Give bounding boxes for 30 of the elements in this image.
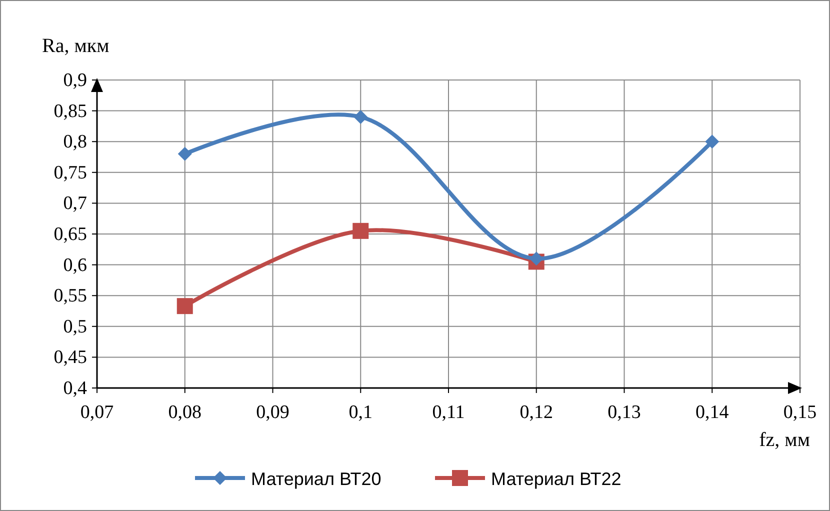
point xyxy=(529,252,544,266)
y-tick-label: 0,4 xyxy=(63,378,88,399)
x-tick-label: 0,11 xyxy=(432,402,465,423)
y-tick-label: 0,65 xyxy=(54,224,87,245)
y-tick-label: 0,85 xyxy=(54,100,87,122)
x-axis-title: fz, мм xyxy=(759,429,810,451)
point xyxy=(352,222,369,239)
y-tick-label: 0,8 xyxy=(63,132,87,153)
y-tick-label: 0,7 xyxy=(63,193,87,214)
x-tick-label: 0,12 xyxy=(520,402,553,423)
x-tick-label: 0,07 xyxy=(80,402,114,423)
x-tick-label: 0,14 xyxy=(696,402,730,423)
y-tick-label: 0,5 xyxy=(63,316,87,338)
x-tick-label: 0,08 xyxy=(168,402,202,423)
point xyxy=(354,110,368,124)
y-tick-label: 0,55 xyxy=(54,286,87,307)
x-tick-label: 0,09 xyxy=(256,402,290,423)
point xyxy=(178,146,192,161)
y-tick-label: 0,6 xyxy=(63,254,87,276)
x-tick-label: 0,1 xyxy=(348,402,372,423)
legend-label: Материал ВТ20 xyxy=(251,469,382,489)
legend-label: Материал ВТ22 xyxy=(491,469,622,489)
point xyxy=(176,298,193,314)
point xyxy=(705,134,720,149)
y-tick-label: 0,9 xyxy=(63,70,87,91)
x-tick-label: 0,15 xyxy=(783,402,817,423)
y-tick-label: 0,45 xyxy=(54,347,87,368)
y-tick-label: 0,75 xyxy=(54,162,87,184)
x-tick-label: 0,13 xyxy=(608,402,641,423)
y-axis-title: Ra, мкм xyxy=(42,35,110,57)
